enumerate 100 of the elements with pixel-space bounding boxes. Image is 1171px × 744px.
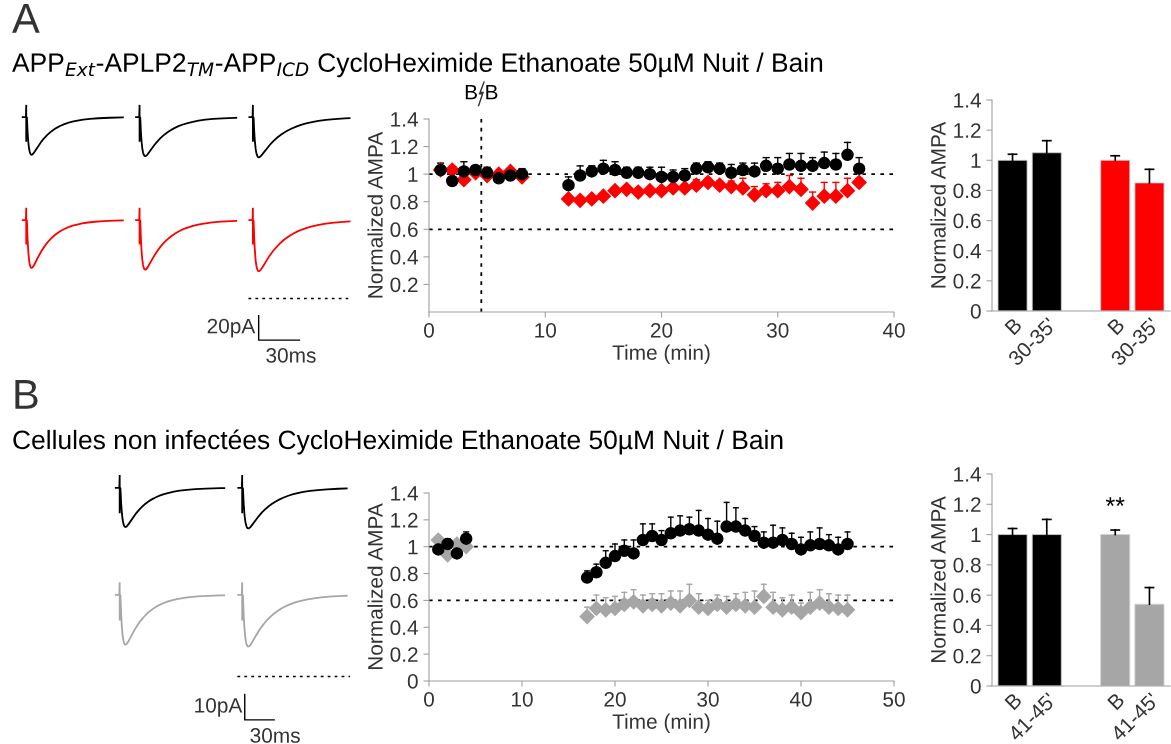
point <box>816 188 832 204</box>
point <box>770 183 786 199</box>
x-tick-label: 10 <box>512 691 533 707</box>
point <box>746 187 763 203</box>
y-tick-label: 1.2 <box>391 139 418 155</box>
y-tick-label: 0.6 <box>390 222 418 238</box>
annotation: ** <box>1105 497 1125 506</box>
y-tick-label: 0 <box>407 674 418 689</box>
point <box>608 163 622 177</box>
text: 30ms <box>266 348 316 363</box>
bar <box>997 159 1028 311</box>
text: Cellules non infectées CycloHeximide Ethanoate 50µM Nuit / Bain <box>13 429 783 455</box>
y-tick-label: 0.8 <box>953 557 981 573</box>
y-tick-label: 1.4 <box>954 93 981 108</box>
point <box>736 163 750 177</box>
y-tick-label: 0.4 <box>953 618 981 634</box>
point <box>794 159 808 173</box>
point <box>572 192 588 208</box>
x-tick-label: 30 <box>766 322 789 338</box>
y-tick-label: 0.8 <box>953 183 981 199</box>
point <box>618 544 631 557</box>
y-tick-label: 0.8 <box>390 194 418 210</box>
point <box>627 547 640 560</box>
y-axis-title: Normalized AMPA <box>930 496 946 663</box>
point <box>492 172 506 185</box>
point <box>839 183 856 199</box>
x-tick-label: 0 <box>424 691 434 707</box>
point <box>450 547 464 560</box>
text: 30ms <box>250 728 300 743</box>
point <box>459 532 473 545</box>
point <box>748 529 761 543</box>
point <box>585 165 599 178</box>
point <box>595 188 611 204</box>
point <box>701 528 715 541</box>
text: B <box>465 84 477 100</box>
point <box>817 156 831 170</box>
point <box>560 191 577 207</box>
text: APP$_{Ext}$-APLP2$_{TM}$-APP$_{ICD}$ CycloHeximide Ethanoate 50µM Nuit / Bain <box>12 52 823 78</box>
point <box>700 174 716 190</box>
x-tick-label: 10 <box>535 322 557 338</box>
point <box>597 162 610 175</box>
point <box>643 167 657 181</box>
x-tick-label: 50 <box>883 691 905 707</box>
x-tick-label: 0 <box>424 322 434 338</box>
x-axis-title: Time (min) <box>612 344 710 365</box>
point <box>690 162 703 175</box>
point <box>599 556 612 570</box>
point <box>759 159 773 173</box>
text: A <box>12 4 40 33</box>
point <box>445 174 459 188</box>
point <box>723 178 739 195</box>
point <box>738 524 752 537</box>
point <box>653 183 670 199</box>
point <box>756 588 772 604</box>
y-tick-label: 1 <box>971 153 981 168</box>
point <box>713 162 726 175</box>
point <box>678 169 692 182</box>
x-tick-label: 40 <box>789 691 812 707</box>
y-tick-label: 1.4 <box>391 486 418 501</box>
y-tick-label: 0.2 <box>390 277 418 293</box>
point <box>711 532 724 545</box>
text: 20pA <box>207 318 256 338</box>
point <box>630 184 646 200</box>
point <box>793 181 809 197</box>
bar <box>1100 159 1131 311</box>
y-axis-title: Normalized AMPA <box>367 131 383 298</box>
point <box>457 165 471 178</box>
point <box>724 166 738 180</box>
point <box>441 537 454 551</box>
y-tick-label: 0.4 <box>390 620 418 636</box>
point <box>607 183 623 199</box>
x-axis-title: Time (min) <box>612 713 710 734</box>
y-tick-label: 1.2 <box>391 512 418 528</box>
point <box>573 169 587 182</box>
point <box>805 195 821 211</box>
point <box>480 166 494 180</box>
point <box>562 178 575 192</box>
point <box>432 543 445 556</box>
point <box>619 181 635 197</box>
point <box>828 188 844 204</box>
point <box>776 533 789 547</box>
y-tick-label: 0.2 <box>953 273 981 289</box>
x-tick-label: 40 <box>882 322 905 338</box>
point <box>758 183 774 199</box>
point <box>785 537 798 551</box>
point <box>620 166 633 180</box>
point <box>666 170 680 184</box>
point <box>504 169 517 182</box>
y-tick-label: 0.2 <box>953 648 981 664</box>
text: B <box>486 84 498 100</box>
point <box>841 537 854 551</box>
y-axis-title: Normalized AMPA <box>930 121 946 288</box>
point <box>852 162 866 175</box>
y-tick-label: 1.4 <box>954 467 981 482</box>
text: B <box>15 380 38 409</box>
y-tick-label: 0 <box>970 304 981 319</box>
x-tick-label: 20 <box>604 691 626 707</box>
y-tick-label: 0.4 <box>390 249 418 265</box>
y-tick-label: 0.8 <box>390 566 418 582</box>
point <box>642 183 658 199</box>
